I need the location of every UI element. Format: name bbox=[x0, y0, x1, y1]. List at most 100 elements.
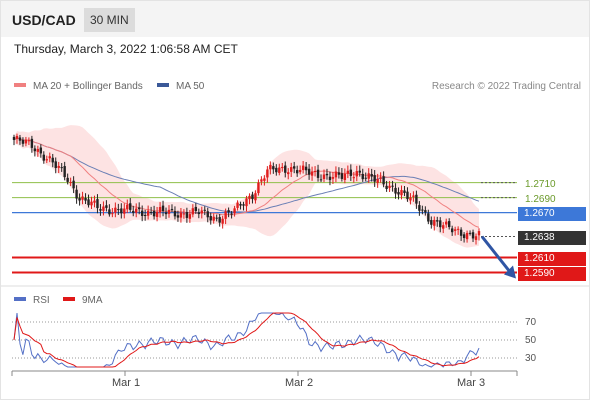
candle-body bbox=[301, 165, 305, 171]
candle-body bbox=[149, 211, 153, 213]
candle-body bbox=[433, 219, 436, 226]
candle-body bbox=[364, 177, 367, 179]
candle-body bbox=[421, 209, 424, 211]
candle-body bbox=[69, 182, 72, 184]
candle-body bbox=[281, 166, 284, 169]
candle-body bbox=[155, 211, 159, 217]
candle-body bbox=[126, 204, 129, 210]
candle-body bbox=[170, 208, 174, 210]
candle-body bbox=[355, 171, 358, 177]
candle-body bbox=[349, 169, 353, 176]
candle-body bbox=[331, 177, 335, 179]
candle-body bbox=[319, 179, 323, 181]
candle-body bbox=[412, 195, 415, 197]
candle-body bbox=[361, 173, 364, 180]
candle-body bbox=[307, 168, 311, 175]
resistance-label-1: 1.2710 bbox=[525, 179, 556, 190]
candle-body bbox=[468, 232, 472, 234]
rsi-tick-50: 50 bbox=[525, 335, 537, 346]
candle-body bbox=[45, 159, 48, 161]
candle-body bbox=[427, 213, 430, 222]
candle-body bbox=[403, 190, 406, 194]
candle-body bbox=[439, 220, 442, 228]
candle-body bbox=[337, 172, 341, 175]
candle-body bbox=[442, 225, 445, 229]
candle-body bbox=[445, 221, 448, 225]
candle-body bbox=[385, 185, 388, 189]
forecast-arrow-icon bbox=[480, 235, 514, 276]
candle-body bbox=[90, 201, 93, 206]
legend-ma20-label: MA 20 + Bollinger Bands bbox=[33, 81, 143, 92]
candle-body bbox=[233, 208, 236, 214]
candle-body bbox=[18, 137, 22, 141]
candle-body bbox=[462, 234, 466, 239]
candle-body bbox=[394, 187, 397, 194]
candle-body bbox=[102, 206, 105, 211]
candle-body bbox=[290, 167, 293, 172]
candle-body bbox=[260, 179, 263, 182]
candle-body bbox=[382, 176, 385, 185]
candle-body bbox=[194, 206, 198, 212]
candle-body bbox=[406, 191, 409, 200]
candle-body bbox=[152, 210, 156, 217]
rsi-tick-30: 30 bbox=[525, 353, 537, 364]
legend-ma50: MA 50 bbox=[157, 81, 204, 92]
candle-body bbox=[72, 180, 75, 189]
candle-body bbox=[316, 169, 320, 178]
candle-body bbox=[75, 189, 78, 199]
legend-rsi-label: RSI bbox=[33, 295, 50, 306]
candle-body bbox=[245, 198, 248, 207]
x-tick-mar2: Mar 2 bbox=[285, 377, 314, 389]
candle-body bbox=[313, 170, 317, 172]
candle-body bbox=[132, 211, 135, 213]
forecast-arrowhead-icon bbox=[504, 265, 516, 279]
bollinger-band bbox=[14, 125, 479, 248]
candle-body bbox=[477, 231, 481, 236]
support-tag-1: 1.2610 bbox=[518, 252, 586, 266]
candle-body bbox=[447, 221, 451, 228]
credit-text: Research © 2022 Trading Central bbox=[431, 81, 581, 92]
candle-body bbox=[418, 205, 421, 211]
candle-body bbox=[176, 215, 180, 218]
candle-body bbox=[453, 229, 457, 231]
candle-body bbox=[54, 161, 57, 169]
candle-body bbox=[292, 166, 296, 169]
candle-body bbox=[456, 228, 460, 230]
resistance-label-2: 1.2690 bbox=[525, 194, 556, 205]
candle-body bbox=[203, 209, 206, 211]
candle-body bbox=[24, 139, 28, 144]
candle-body bbox=[129, 203, 132, 210]
x-tick-mar3: Mar 3 bbox=[457, 377, 486, 389]
legend-ma50-label: MA 50 bbox=[176, 81, 205, 92]
candle-body bbox=[27, 140, 31, 142]
candle-body bbox=[200, 210, 203, 214]
candle-body bbox=[263, 178, 266, 181]
candle-body bbox=[39, 147, 43, 154]
x-tick-mar1: Mar 1 bbox=[112, 377, 141, 389]
candle-body bbox=[328, 176, 332, 181]
candle-body bbox=[140, 210, 144, 216]
candle-body bbox=[373, 175, 376, 182]
candle-body bbox=[188, 214, 192, 219]
candle-body bbox=[108, 209, 111, 215]
candle-body bbox=[236, 202, 239, 208]
candle-body bbox=[239, 203, 242, 206]
candle-body bbox=[185, 211, 189, 218]
candle-body bbox=[450, 228, 454, 233]
candle-body bbox=[158, 207, 162, 213]
candle-body bbox=[310, 171, 314, 176]
candle-body bbox=[99, 209, 102, 211]
candle-body bbox=[379, 177, 382, 179]
candle-body bbox=[42, 154, 46, 161]
candle-body bbox=[197, 212, 201, 215]
timeframe-button[interactable]: 30 MIN bbox=[84, 8, 135, 32]
candle-body bbox=[254, 193, 257, 201]
symbol-title: USD/CAD bbox=[12, 12, 76, 28]
candle-body bbox=[230, 213, 233, 215]
candle-body bbox=[287, 172, 290, 175]
rsi-swatch-icon bbox=[14, 297, 26, 302]
ma9-swatch-icon bbox=[63, 297, 75, 302]
pivot-tag: 1.2670 bbox=[518, 207, 586, 221]
